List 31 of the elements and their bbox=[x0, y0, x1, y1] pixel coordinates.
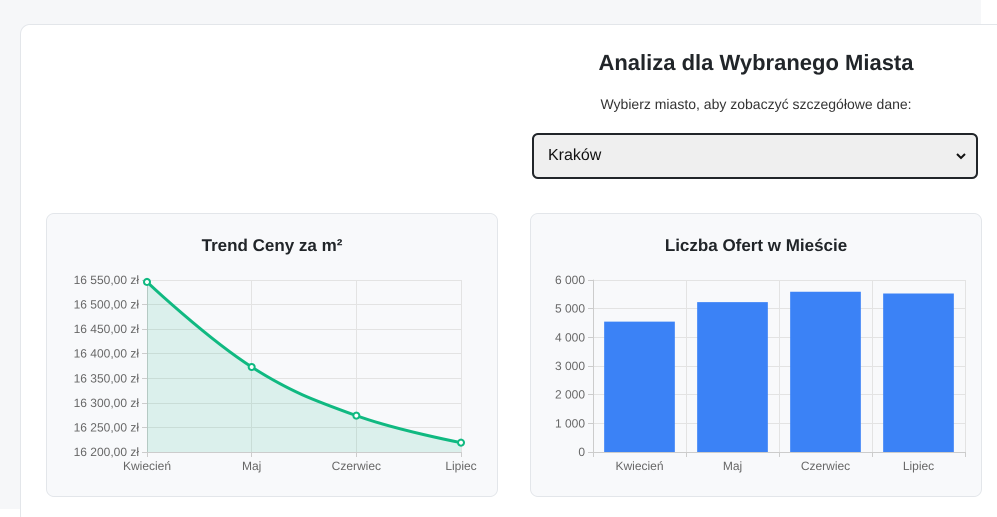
text: Analiza dla Wybranego Miasta bbox=[597, 50, 915, 76]
point bbox=[457, 438, 465, 447]
point bbox=[352, 412, 360, 420]
y-tick-label: 3 000 bbox=[554, 359, 586, 373]
x-tick-label: Maj bbox=[242, 459, 262, 473]
y-tick-label: 16 550,00 zł bbox=[74, 273, 140, 287]
y-tick-label: 0 bbox=[578, 445, 586, 459]
y-tick-label: 16 300,00 zł bbox=[74, 396, 140, 410]
x-tick-label: Lipiec bbox=[902, 459, 934, 473]
y-tick-label: 5 000 bbox=[554, 302, 586, 316]
x-tick-label: Maj bbox=[722, 459, 742, 473]
y-tick-label: 1 000 bbox=[554, 416, 586, 430]
y-tick-label: 16 200,00 zł bbox=[74, 445, 140, 459]
y-tick-label: 2 000 bbox=[554, 388, 586, 402]
text: Wybierz miasto, aby zobaczyć szczegółowe dane: bbox=[599, 96, 913, 112]
y-tick-label: 16 250,00 zł bbox=[74, 420, 140, 434]
x-tick-label: Kwiecień bbox=[122, 459, 172, 473]
y-tick-label: 16 450,00 zł bbox=[74, 322, 140, 336]
point bbox=[248, 362, 256, 371]
x-tick-label: Lipiec bbox=[445, 459, 477, 473]
y-tick-label: 6 000 bbox=[554, 273, 586, 287]
y-tick-label: 4 000 bbox=[554, 330, 586, 344]
city-select: Kraków bbox=[532, 133, 978, 179]
chart-title: Trend Ceny za m² bbox=[202, 236, 343, 255]
x-tick-label: Czerwiec bbox=[800, 459, 850, 473]
x-tick-label: Czerwiec bbox=[332, 459, 382, 473]
x-tick-label: Kwiecień bbox=[615, 459, 664, 473]
y-tick-label: 16 400,00 zł bbox=[74, 346, 140, 361]
y-tick-label: 16 350,00 zł bbox=[74, 371, 140, 386]
y-tick-label: 16 500,00 zł bbox=[74, 298, 140, 312]
chart-title: Liczba Ofert w Mieście bbox=[664, 236, 848, 255]
